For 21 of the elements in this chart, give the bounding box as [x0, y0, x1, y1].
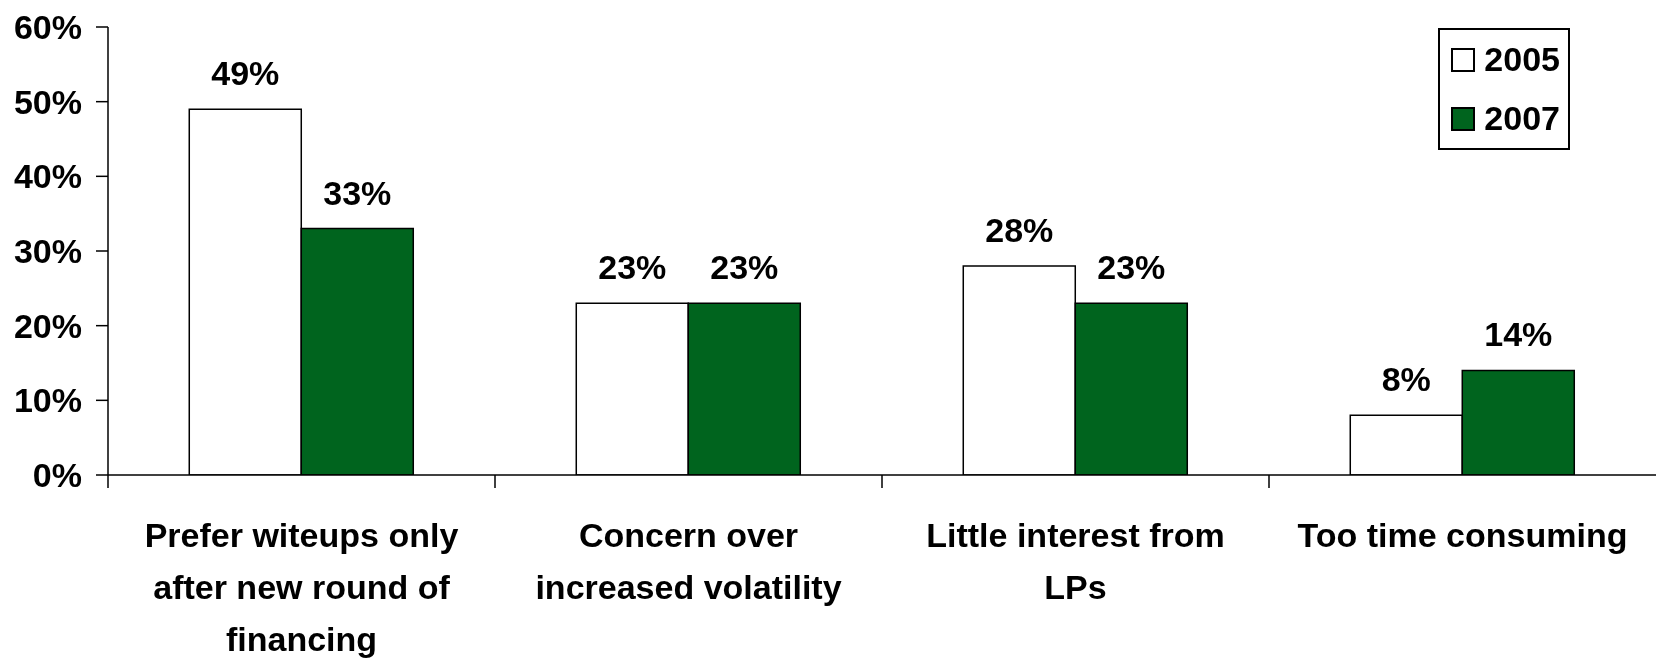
y-tick-label: 20% [13, 306, 82, 345]
data-label: 33% [323, 173, 392, 212]
data-label: 23% [710, 248, 779, 287]
data-label: 23% [598, 248, 667, 287]
y-tick-label: 40% [13, 157, 82, 196]
x-tick-label: Little interest from LPs [926, 516, 1225, 606]
y-tick-label: 60% [13, 8, 82, 47]
legend-label: 2005 [1484, 39, 1560, 80]
y-tick-label: 10% [13, 381, 82, 420]
data-label: 8% [1381, 360, 1431, 399]
y-tick-label: 30% [13, 232, 82, 271]
x-tick-label: Too time consuming [1297, 516, 1628, 554]
x-tick-label: Prefer witeups only after new round of financing [144, 516, 459, 658]
y-tick-label: 0% [32, 456, 82, 495]
legend-label: 2007 [1484, 98, 1560, 139]
data-label: 49% [211, 54, 280, 93]
data-label: 28% [985, 210, 1054, 249]
data-label: 14% [1484, 315, 1553, 354]
data-label: 23% [1097, 248, 1166, 287]
y-tick-label: 50% [13, 82, 82, 121]
x-tick-label: Concern over increased volatility [535, 516, 842, 606]
